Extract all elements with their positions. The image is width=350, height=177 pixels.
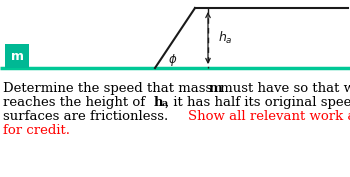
Text: m: m bbox=[209, 82, 223, 95]
Text: a: a bbox=[161, 99, 167, 108]
Text: must have so that when it: must have so that when it bbox=[216, 82, 350, 95]
Text: $\phi$: $\phi$ bbox=[168, 52, 177, 68]
Text: h: h bbox=[154, 96, 163, 109]
Text: m: m bbox=[10, 50, 23, 62]
Text: Determine the speed that mass: Determine the speed that mass bbox=[3, 82, 217, 95]
Text: surfaces are frictionless.: surfaces are frictionless. bbox=[3, 110, 173, 123]
Text: , it has half its original speed. All: , it has half its original speed. All bbox=[165, 96, 350, 109]
Bar bbox=[5, 44, 29, 68]
Text: $h_a$: $h_a$ bbox=[218, 30, 233, 46]
Text: Show all relevant work and reasoning: Show all relevant work and reasoning bbox=[188, 110, 350, 123]
Text: reaches the height of: reaches the height of bbox=[3, 96, 149, 109]
Text: for credit.: for credit. bbox=[3, 124, 70, 137]
